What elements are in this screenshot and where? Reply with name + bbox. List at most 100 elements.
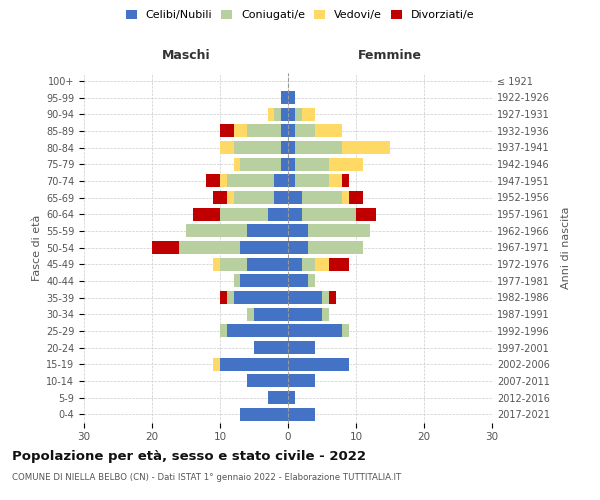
Bar — [227, 291, 233, 304]
Bar — [213, 191, 227, 204]
Bar — [302, 258, 315, 270]
Bar — [308, 224, 370, 237]
Bar — [281, 91, 288, 104]
Bar — [241, 241, 288, 254]
Bar — [152, 241, 179, 254]
Bar — [241, 158, 281, 170]
Bar — [343, 174, 349, 188]
Bar — [295, 108, 302, 120]
Bar — [288, 308, 322, 320]
Bar — [329, 291, 335, 304]
Bar — [281, 108, 288, 120]
Bar — [288, 191, 302, 204]
Bar — [274, 191, 288, 204]
Text: Maschi: Maschi — [161, 48, 211, 62]
Bar — [288, 408, 315, 420]
Bar — [247, 124, 281, 138]
Bar — [220, 174, 227, 188]
Bar — [193, 208, 220, 220]
Bar — [268, 391, 288, 404]
Bar — [227, 174, 274, 188]
Bar — [227, 324, 288, 338]
Bar — [288, 141, 295, 154]
Bar — [227, 191, 233, 204]
Bar — [268, 208, 288, 220]
Bar — [329, 158, 363, 170]
Bar — [288, 91, 295, 104]
Bar — [206, 174, 220, 188]
Bar — [343, 141, 390, 154]
Bar — [308, 241, 363, 254]
Bar — [233, 274, 241, 287]
Bar — [186, 224, 247, 237]
Bar — [329, 258, 349, 270]
Bar — [288, 291, 322, 304]
Bar — [281, 141, 288, 154]
Bar — [220, 124, 233, 138]
Bar — [288, 341, 315, 354]
Bar — [220, 324, 227, 338]
Y-axis label: Fasce di età: Fasce di età — [32, 214, 42, 280]
Bar — [220, 358, 288, 370]
Bar — [302, 191, 343, 204]
Bar — [281, 124, 288, 138]
Text: Popolazione per età, sesso e stato civile - 2022: Popolazione per età, sesso e stato civil… — [12, 450, 366, 463]
Bar — [343, 324, 349, 338]
Bar — [295, 174, 329, 188]
Bar — [288, 124, 295, 138]
Legend: Celibi/Nubili, Coniugati/e, Vedovi/e, Divorziati/e: Celibi/Nubili, Coniugati/e, Vedovi/e, Di… — [121, 6, 479, 25]
Bar — [213, 358, 220, 370]
Bar — [295, 141, 343, 154]
Bar — [233, 191, 274, 204]
Bar — [274, 108, 281, 120]
Bar — [220, 208, 268, 220]
Bar — [288, 174, 295, 188]
Bar — [281, 158, 288, 170]
Bar — [295, 158, 329, 170]
Bar — [288, 324, 343, 338]
Bar — [274, 174, 288, 188]
Bar — [220, 258, 247, 270]
Bar — [315, 124, 343, 138]
Bar — [288, 158, 295, 170]
Bar — [233, 158, 241, 170]
Bar — [302, 208, 356, 220]
Bar — [241, 408, 288, 420]
Bar — [220, 291, 227, 304]
Bar — [288, 258, 302, 270]
Bar — [295, 124, 315, 138]
Bar — [322, 291, 329, 304]
Text: Femmine: Femmine — [358, 48, 422, 62]
Bar — [329, 174, 343, 188]
Bar — [247, 374, 288, 388]
Bar — [247, 224, 288, 237]
Bar — [247, 258, 288, 270]
Bar — [288, 224, 308, 237]
Bar — [349, 191, 363, 204]
Bar — [288, 208, 302, 220]
Bar — [315, 258, 329, 270]
Bar — [179, 241, 241, 254]
Bar — [288, 358, 349, 370]
Bar — [356, 208, 376, 220]
Bar — [322, 308, 329, 320]
Bar — [288, 391, 295, 404]
Bar — [233, 141, 281, 154]
Bar — [288, 241, 308, 254]
Bar — [268, 108, 274, 120]
Bar — [288, 274, 308, 287]
Bar — [233, 124, 247, 138]
Bar — [213, 258, 220, 270]
Bar — [288, 374, 315, 388]
Bar — [308, 274, 315, 287]
Bar — [220, 141, 233, 154]
Bar — [233, 291, 288, 304]
Bar — [241, 274, 288, 287]
Bar — [247, 308, 254, 320]
Bar — [288, 108, 295, 120]
Bar — [254, 341, 288, 354]
Bar — [343, 191, 349, 204]
Text: COMUNE DI NIELLA BELBO (CN) - Dati ISTAT 1° gennaio 2022 - Elaborazione TUTTITAL: COMUNE DI NIELLA BELBO (CN) - Dati ISTAT… — [12, 472, 401, 482]
Bar — [254, 308, 288, 320]
Bar — [302, 108, 315, 120]
